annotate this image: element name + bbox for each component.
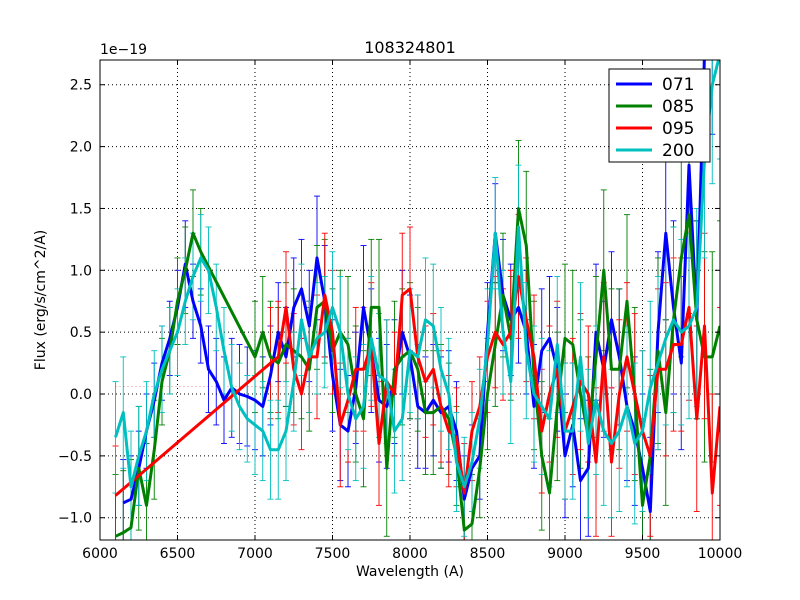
y-tick-label: 0.0 (70, 387, 92, 403)
x-tick-label: 7500 (315, 546, 351, 562)
x-tick-label: 10000 (698, 546, 743, 562)
legend-label-200: 200 (662, 141, 694, 161)
y-tick-label: −1.0 (58, 511, 92, 527)
series-line-200 (114, 60, 720, 489)
x-tick-label: 8500 (470, 546, 506, 562)
legend-label-095: 095 (662, 119, 694, 139)
series-layer (112, 60, 720, 540)
x-tick-label: 8000 (392, 546, 428, 562)
x-tick-label: 9000 (547, 546, 583, 562)
y-tick-label: 1.5 (70, 201, 92, 217)
series-line-095 (114, 275, 720, 497)
y-axis-label: Flux (erg/s/cm^2/A) (33, 230, 49, 370)
legend-label-071: 071 (662, 75, 694, 95)
y-tick-label: 2.5 (70, 78, 92, 94)
y-tick-label: 1.0 (70, 263, 92, 279)
y-tick-label: −0.5 (58, 449, 92, 465)
y-tick-label: 0.5 (70, 325, 92, 341)
axes-ticks: 6000 6500 7000 7500 8000 8500 9000 9500 10000 −1.… (58, 60, 742, 562)
x-axis-label: Wavelength (A) (356, 564, 464, 580)
chart-title: 108324801 (364, 38, 456, 57)
x-tick-label: 9500 (625, 546, 661, 562)
series-line-071 (122, 60, 706, 513)
x-tick-label: 6000 (82, 546, 118, 562)
x-tick-label: 7000 (237, 546, 273, 562)
legend-label-085: 085 (662, 97, 694, 117)
y-axis-offset-label: 1e−19 (100, 42, 147, 58)
x-tick-label: 6500 (160, 546, 196, 562)
y-tick-label: 2.0 (70, 140, 92, 156)
